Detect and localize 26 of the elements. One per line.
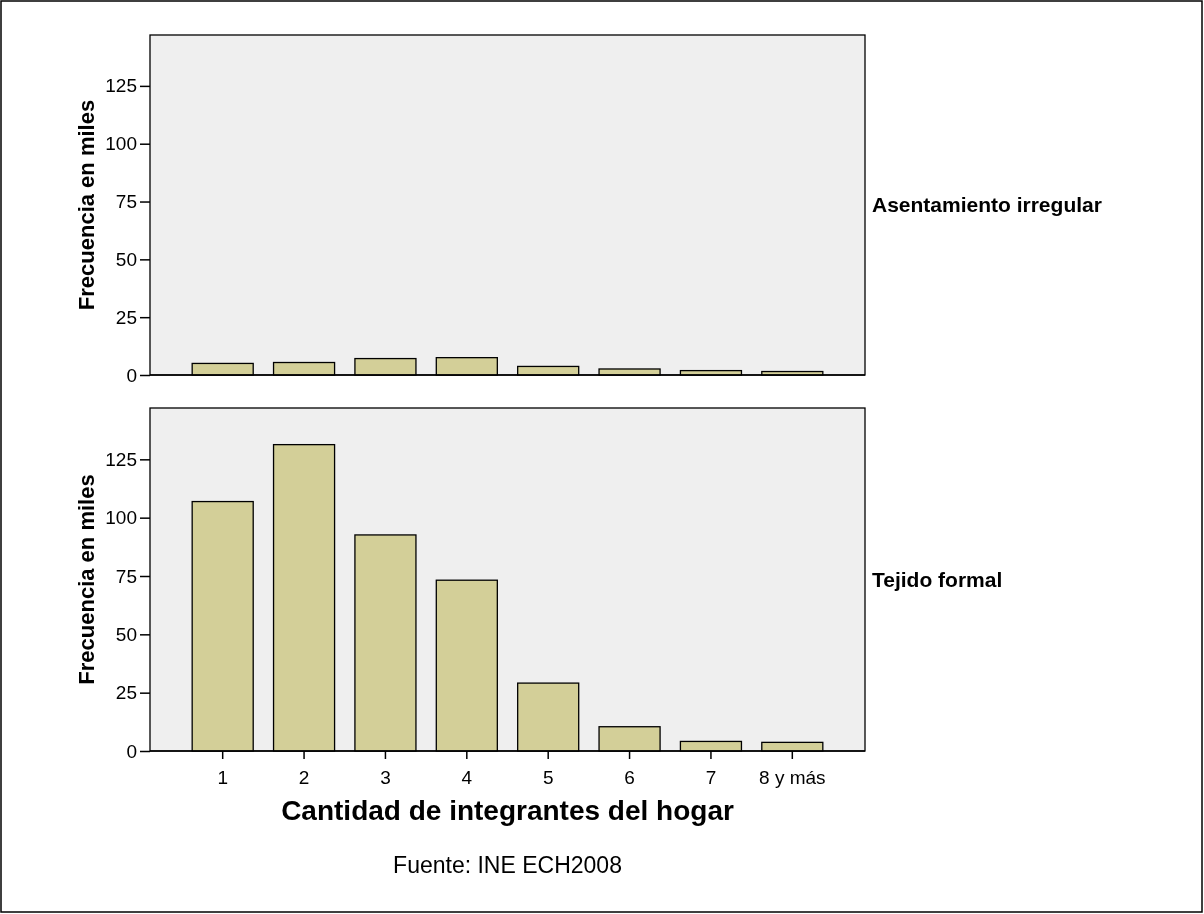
source-note: Fuente: INE ECH2008 xyxy=(393,852,622,878)
y-axis-title: Frecuencia en miles xyxy=(74,99,99,311)
x-tick-label: 1 xyxy=(217,767,228,788)
x-tick-label: 3 xyxy=(380,767,391,788)
x-tick-label: 8 y más xyxy=(759,767,826,788)
x-tick-label: 5 xyxy=(542,767,554,788)
text: Tejido formal xyxy=(872,567,1003,591)
y-tick-label: 100 xyxy=(105,133,137,155)
y-tick-label: 75 xyxy=(115,191,137,213)
y-axis-title: Frecuencia en miles xyxy=(74,474,99,685)
y-tick-label: 100 xyxy=(105,507,137,529)
y-tick-label: 0 xyxy=(126,364,137,386)
y-tick-label: 75 xyxy=(115,565,137,587)
y-tick-label: 25 xyxy=(115,306,137,328)
y-tick-label: 125 xyxy=(105,448,137,470)
y-tick-label: 50 xyxy=(115,248,137,270)
x-tick-label: 2 xyxy=(298,767,310,788)
y-tick-label: 50 xyxy=(115,623,137,645)
x-tick-label: 6 xyxy=(624,767,635,788)
x-tick-label: 7 xyxy=(705,767,717,788)
y-tick-label: 0 xyxy=(126,740,137,762)
x-tick-label: 4 xyxy=(461,767,473,788)
x-axis-title: Cantidad de integrantes del hogar xyxy=(281,795,734,826)
y-tick-label: 25 xyxy=(115,682,137,704)
y-tick-label: 125 xyxy=(105,75,137,97)
text: Asentamiento irregular xyxy=(872,193,1102,216)
